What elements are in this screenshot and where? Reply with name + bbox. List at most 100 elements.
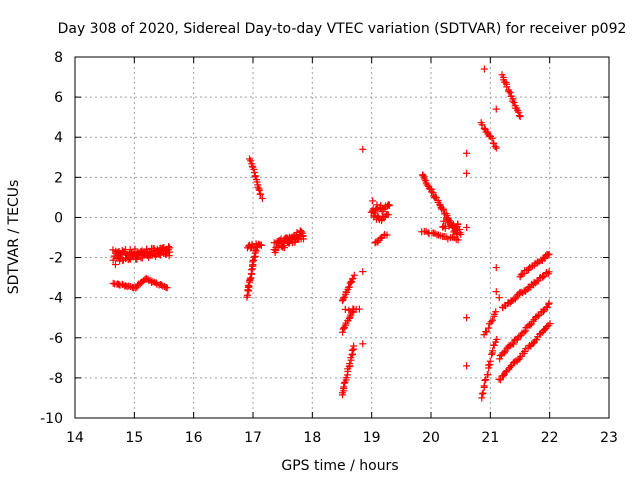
data-point	[480, 124, 488, 132]
x-tick-label: 17	[244, 430, 262, 446]
data-point	[346, 279, 354, 287]
data-point	[251, 173, 259, 181]
data-point	[255, 186, 263, 194]
x-tick-label: 21	[481, 430, 499, 446]
data-point	[247, 266, 255, 274]
data-point	[544, 303, 552, 311]
data-point	[544, 251, 552, 259]
grid-lines	[75, 57, 609, 418]
data-point	[348, 346, 356, 354]
data-point	[257, 190, 265, 198]
data-point	[145, 254, 153, 262]
data-point	[109, 256, 117, 264]
data-point	[484, 371, 492, 379]
x-tick-label: 16	[185, 430, 203, 446]
plot-frame	[74, 56, 610, 419]
data-point	[497, 376, 505, 384]
data-point	[257, 241, 265, 249]
y-tick-label: 4	[54, 130, 63, 146]
data-point	[457, 230, 465, 238]
data-point	[133, 255, 141, 263]
data-point	[499, 372, 507, 380]
data-point	[250, 256, 258, 264]
data-point	[539, 273, 547, 281]
y-axis-label: SDTVAR / TECUs	[6, 180, 22, 295]
y-tick-label: 0	[54, 210, 63, 226]
data-point	[546, 320, 554, 328]
data-point	[359, 145, 367, 153]
y-tick-label: 6	[54, 90, 63, 106]
data-point	[543, 323, 551, 331]
data-point	[526, 321, 534, 329]
data-point	[480, 65, 488, 73]
data-point	[478, 394, 486, 402]
data-point	[346, 360, 354, 368]
data-point	[510, 340, 518, 348]
data-point	[444, 216, 452, 224]
data-point	[492, 264, 500, 272]
x-axis-label: GPS time / hours	[281, 458, 398, 474]
data-point	[491, 143, 499, 151]
data-point	[492, 144, 500, 152]
data-point	[345, 306, 353, 314]
data-point	[450, 228, 458, 236]
data-point	[369, 197, 377, 205]
data-point	[299, 232, 307, 240]
data-point	[516, 113, 524, 121]
data-point	[425, 230, 433, 238]
data-point	[254, 183, 262, 191]
x-tick-label: 19	[363, 430, 381, 446]
data-point	[247, 157, 255, 165]
data-point	[359, 340, 367, 348]
data-point	[384, 211, 392, 219]
data-point	[487, 318, 495, 326]
data-point	[111, 261, 119, 269]
x-tick-label: 23	[600, 430, 618, 446]
data-point	[250, 165, 258, 173]
x-tick-label: 15	[125, 430, 143, 446]
y-tick-label: 2	[54, 170, 63, 186]
data-point	[339, 294, 347, 302]
data-point	[246, 275, 254, 283]
y-tick-label: -2	[49, 251, 63, 267]
data-point	[489, 316, 497, 324]
data-point	[130, 251, 138, 259]
data-point	[463, 314, 471, 322]
data-point	[163, 250, 171, 258]
data-point	[478, 121, 486, 129]
data-point	[517, 288, 525, 296]
data-point	[114, 248, 122, 256]
data-point	[545, 268, 553, 276]
data-point	[441, 224, 449, 232]
data-point	[373, 212, 381, 220]
y-tick-label: 8	[54, 50, 63, 66]
data-point	[479, 389, 487, 397]
data-point	[463, 169, 471, 177]
data-point	[489, 347, 497, 355]
data-point	[350, 271, 358, 279]
data-point	[485, 324, 493, 332]
data-point	[258, 194, 266, 202]
data-point	[452, 224, 460, 232]
data-point	[492, 105, 500, 113]
data-point	[349, 274, 357, 282]
data-point	[509, 97, 517, 105]
data-point	[420, 175, 428, 183]
data-point	[339, 325, 347, 333]
y-tick-label: -6	[49, 331, 63, 347]
data-point	[156, 251, 164, 259]
data-point	[488, 350, 496, 358]
data-point	[339, 328, 347, 336]
data-point	[510, 358, 518, 366]
data-point	[463, 149, 471, 157]
data-point	[517, 271, 525, 279]
data-point	[495, 294, 503, 302]
data-point	[385, 201, 393, 209]
data-point	[488, 134, 496, 142]
data-point	[159, 244, 167, 252]
data-point	[383, 231, 391, 239]
data-point	[166, 248, 174, 256]
x-tick-label: 22	[541, 430, 559, 446]
data-point	[158, 281, 166, 289]
